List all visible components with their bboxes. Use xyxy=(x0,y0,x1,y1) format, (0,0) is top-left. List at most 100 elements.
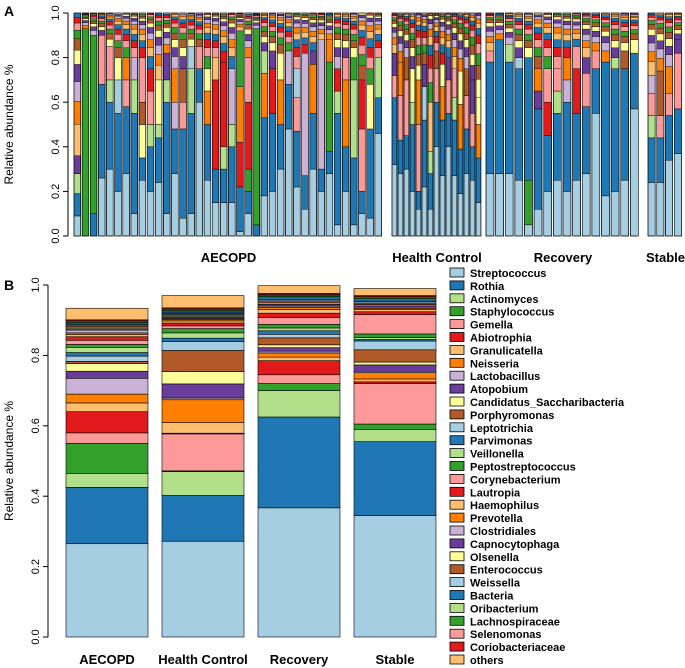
panel-a-segment-rothia xyxy=(415,191,422,210)
panel-b-segment-neisseria xyxy=(257,352,341,358)
panel-a-segment-minor xyxy=(543,56,552,69)
panel-a-segment-minor xyxy=(665,26,673,33)
panel-a-segment-minor xyxy=(656,48,665,59)
panel-a-segment-streptococcus xyxy=(495,173,504,237)
panel-a-segment-atopobium xyxy=(582,57,591,74)
panel-a-segment-staphylococcus xyxy=(81,28,90,237)
panel-a-segment-streptococcus xyxy=(391,164,398,237)
panel-a-segment-gemella xyxy=(138,57,146,103)
panel-a-segment-streptococcus xyxy=(212,202,220,237)
panel-a-segment-minor xyxy=(301,23,309,28)
panel-b-segment-veillonella xyxy=(65,347,149,353)
panel-a-segment-rothia xyxy=(317,168,325,192)
panel-a-segment-minor xyxy=(366,17,374,22)
panel-a-segment-minor xyxy=(122,20,130,25)
panel-a-segment-minor xyxy=(90,23,98,28)
panel-a-segment-minor xyxy=(90,18,98,22)
panel-a-segment-rothia xyxy=(106,101,114,170)
panel-a-segment-minor xyxy=(514,28,523,35)
panel-a-segment-leptotrichia xyxy=(293,68,301,98)
panel-a-segment-minor xyxy=(562,14,572,17)
panel-a-segment-gemella xyxy=(647,93,656,116)
legend-label: Olsenella xyxy=(470,552,520,564)
panel-a-segment-minor xyxy=(433,19,440,24)
panel-a-segment-streptococcus xyxy=(342,191,350,237)
panel-a-segment-minor xyxy=(309,26,317,32)
panel-a-segment-minor xyxy=(553,22,562,28)
panel-a-segment-gemella xyxy=(391,75,398,98)
legend-swatch xyxy=(449,280,465,291)
panel-a-segment-rothia xyxy=(397,139,404,174)
panel-a-segment-minor xyxy=(236,17,244,20)
panel-a-segment-minor xyxy=(457,27,464,35)
panel-a-segment-minor xyxy=(485,17,495,20)
panel-a-segment-minor xyxy=(220,18,228,23)
panel-a-segment-candidatus-saccharibacteria xyxy=(114,57,122,81)
legend-item-others: others xyxy=(449,654,504,667)
panel-a-segment-minor xyxy=(334,22,342,28)
panel-a-segment-minor xyxy=(562,40,572,48)
panel-a-segment-atopobium xyxy=(391,52,398,76)
panel-a-segment-minor xyxy=(179,14,187,18)
panel-a-segment-minor xyxy=(505,16,514,19)
panel-a-segment-neisseria xyxy=(260,72,268,119)
panel-a-bar xyxy=(155,12,163,237)
panel-a-segment-minor xyxy=(366,38,374,48)
panel-a-segment-candidatus-saccharibacteria xyxy=(457,70,464,105)
panel-b-segment-actinomyces xyxy=(161,471,245,496)
panel-a-segment-minor xyxy=(463,39,470,48)
panel-b-segment-atopobium xyxy=(161,383,245,399)
panel-a-segment-minor xyxy=(277,27,285,33)
panel-a-segment-minor xyxy=(445,40,452,48)
panel-a-segment-minor xyxy=(138,20,146,25)
panel-a-segment-minor xyxy=(73,101,81,125)
panel-a-segment-minor xyxy=(195,33,203,40)
panel-a-segment-minor xyxy=(309,13,317,16)
legend-swatch xyxy=(449,590,465,600)
panel-a-segment-streptococcus xyxy=(244,213,252,237)
panel-a-segment-minor xyxy=(73,22,81,31)
panel-a-segment-minor xyxy=(147,16,155,20)
panel-a-segment-minor xyxy=(350,28,358,35)
panel-a-segment-minor xyxy=(391,17,398,21)
panel-a-segment-minor xyxy=(252,25,260,29)
panel-a-segment-rothia xyxy=(146,146,155,192)
panel-a-segment-minor xyxy=(187,18,195,22)
panel-a-segment-minor xyxy=(610,34,620,41)
panel-a-segment-minor xyxy=(620,26,629,32)
panel-a-segment-minor xyxy=(601,13,610,16)
panel-a-segment-minor xyxy=(409,56,416,69)
panel-b-segment-prevotella xyxy=(257,307,341,310)
panel-a-segment-minor xyxy=(203,14,211,18)
panel-a-segment-minor xyxy=(293,56,301,69)
panel-a-segment-gemella xyxy=(146,90,155,125)
panel-a-segment-minor xyxy=(212,18,220,22)
panel-a-group-label: Recovery xyxy=(534,250,593,265)
panel-a-segment-minor xyxy=(445,20,452,25)
panel-a-segment-minor xyxy=(451,56,458,69)
legend-label: Atopobium xyxy=(470,384,528,396)
panel-a-segment-actinomyces xyxy=(409,101,416,125)
panel-a-segment-minor xyxy=(665,16,673,20)
panel-a-segment-minor xyxy=(374,47,382,58)
legend-item-atopobium: Atopobium xyxy=(449,383,528,396)
legend-item-gemella: Gemella xyxy=(449,319,514,332)
panel-a-segment-minor xyxy=(203,27,211,34)
panel-b-segment-haemophilus xyxy=(353,309,437,313)
panel-a-segment-rothia xyxy=(130,113,138,214)
panel-a-segment-candidatus-saccharibacteria xyxy=(366,84,374,130)
panel-a-segment-rothia xyxy=(285,84,293,130)
panel-a-bar xyxy=(73,12,81,237)
panel-a-segment-candidatus-saccharibacteria xyxy=(439,64,446,87)
legend-swatch xyxy=(449,577,465,587)
panel-a-segment-minor xyxy=(106,13,114,16)
panel-a-segment-rothia xyxy=(260,117,268,197)
panel-a-segment-minor xyxy=(620,19,629,24)
panel-b-y-tick-label: 0.2 xyxy=(30,559,42,574)
panel-a-segment-minor xyxy=(463,56,470,69)
panel-a-segment-minor xyxy=(475,18,482,24)
panel-a-segment-minor xyxy=(138,15,146,19)
panel-a-segment-rothia xyxy=(236,186,244,232)
panel-a-segment-minor xyxy=(325,33,333,40)
panel-b-segment-rothia xyxy=(353,441,437,516)
